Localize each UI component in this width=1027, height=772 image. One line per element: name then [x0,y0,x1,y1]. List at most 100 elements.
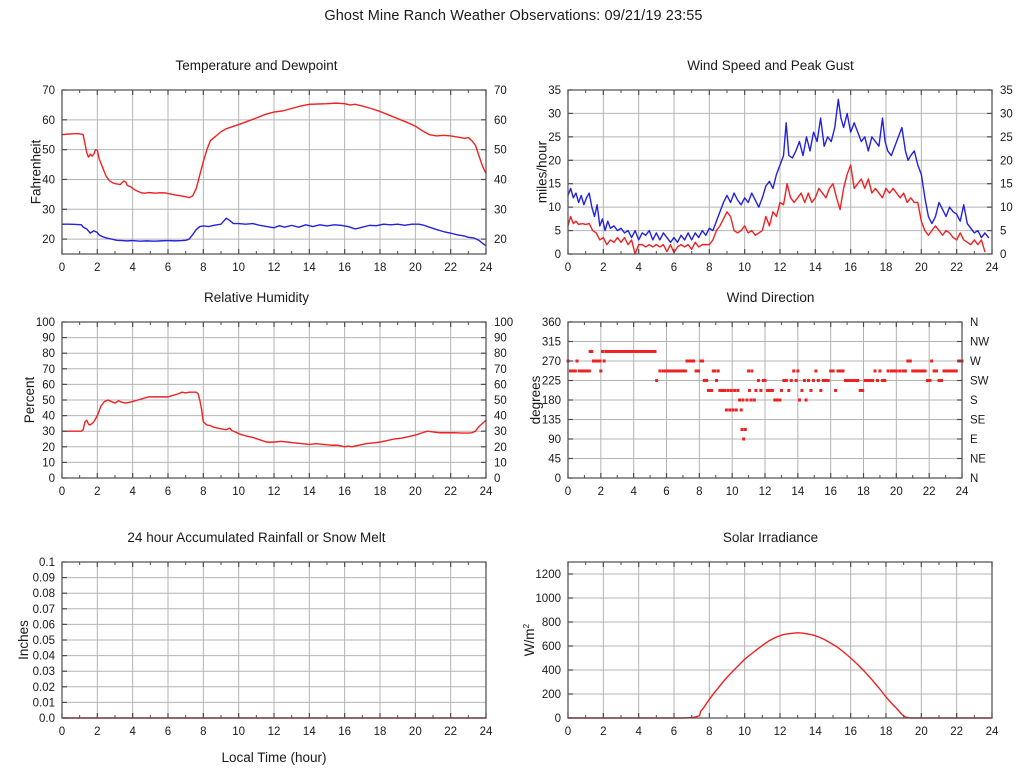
svg-text:0: 0 [555,473,561,485]
svg-text:0: 0 [565,486,571,498]
svg-text:8: 8 [706,726,712,738]
svg-text:22: 22 [444,486,457,498]
svg-text:10: 10 [738,726,751,738]
svg-text:50: 50 [494,145,507,157]
svg-text:225: 225 [542,376,561,388]
svg-text:270: 270 [542,356,561,368]
svg-text:18: 18 [374,726,387,738]
svg-text:18: 18 [857,486,870,498]
svg-text:315: 315 [542,337,561,349]
svg-text:Percent: Percent [22,376,37,423]
svg-text:6: 6 [165,262,171,274]
chart-title-accumulated-rainfall: 24 hour Accumulated Rainfall or Snow Mel… [127,530,386,545]
svg-text:70: 70 [42,364,55,376]
svg-text:20: 20 [548,155,561,167]
svg-text:16: 16 [824,486,837,498]
svg-text:0: 0 [59,262,65,274]
svg-text:10: 10 [232,262,245,274]
svg-text:14: 14 [303,486,316,498]
svg-text:20: 20 [409,262,422,274]
svg-text:miles/hour: miles/hour [534,140,549,203]
svg-text:18: 18 [880,262,893,274]
svg-text:2: 2 [600,262,606,274]
svg-text:100: 100 [494,317,513,329]
svg-text:W/m2: W/m2 [521,623,537,656]
svg-text:14: 14 [791,486,804,498]
svg-text:35: 35 [1000,85,1013,97]
svg-text:20: 20 [915,726,928,738]
chart-svg-accumulated-rainfall: 0.0 0.01 0.02 0.03 0.04 0.05 0.06 0.07 0.08 0.09 0… [16,557,493,765]
svg-text:0.04: 0.04 [33,651,56,663]
svg-text:0: 0 [49,473,55,485]
svg-text:10: 10 [232,486,245,498]
svg-text:5: 5 [1000,226,1006,238]
chart-panel-wind-speed-gust: Wind Speed and Peak Gust 0 5 10 15 20 25 30 35 0… [514,58,1027,288]
svg-text:16: 16 [844,726,857,738]
svg-text:SE: SE [970,415,986,427]
svg-text:8: 8 [200,486,206,498]
svg-text:10: 10 [1000,202,1013,214]
svg-text:12: 12 [774,726,787,738]
svg-text:16: 16 [338,262,351,274]
svg-text:degrees: degrees [528,375,543,424]
svg-text:0: 0 [494,473,500,485]
svg-text:10: 10 [232,726,245,738]
svg-text:N: N [970,317,978,329]
svg-text:30: 30 [494,204,507,216]
svg-text:16: 16 [844,262,857,274]
svg-text:135: 135 [542,415,561,427]
svg-text:18: 18 [374,262,387,274]
svg-text:360: 360 [542,317,561,329]
chart-panel-relative-humidity: Relative Humidity 0 10 20 30 40 50 60 70 80 90 100… [0,290,513,512]
svg-text:22: 22 [950,726,963,738]
svg-text:70: 70 [42,85,55,97]
svg-text:100: 100 [36,317,55,329]
svg-text:40: 40 [42,411,55,423]
svg-text:0.06: 0.06 [33,619,55,631]
svg-text:800: 800 [542,617,561,629]
svg-text:10: 10 [726,486,739,498]
svg-text:20: 20 [494,234,507,246]
svg-text:40: 40 [42,174,55,186]
svg-text:1200: 1200 [535,569,561,581]
svg-text:14: 14 [303,262,316,274]
chart-panel-temperature-dewpoint: Temperature and Dewpoint 20 30 40 50 60 70 20 3… [0,58,513,288]
chart-title-wind-direction: Wind Direction [726,290,815,305]
svg-text:10: 10 [548,202,561,214]
svg-text:12: 12 [268,486,281,498]
chart-title-relative-humidity: Relative Humidity [203,290,310,305]
svg-text:4: 4 [630,486,637,498]
svg-text:30: 30 [548,108,561,120]
svg-text:20: 20 [494,442,507,454]
svg-text:30: 30 [42,204,55,216]
svg-text:10: 10 [494,457,507,469]
svg-text:NW: NW [970,337,989,349]
svg-text:12: 12 [268,726,281,738]
svg-text:15: 15 [548,179,561,191]
svg-text:8: 8 [200,726,206,738]
svg-text:30: 30 [42,426,55,438]
chart-panel-solar-irradiance: Solar Irradiance 0 200 400 600 800 1000 1200 0 2… [514,530,1027,772]
svg-text:N: N [970,473,978,485]
svg-text:18: 18 [374,486,387,498]
svg-text:16: 16 [338,726,351,738]
svg-text:180: 180 [542,395,561,407]
svg-text:Local Time (hour): Local Time (hour) [221,750,326,765]
svg-text:60: 60 [494,379,507,391]
chart-panel-wind-direction: Wind Direction 0 45 90 135 180 225 270 315 360 N N… [514,290,1027,512]
svg-text:6: 6 [165,726,171,738]
svg-text:4: 4 [129,726,136,738]
svg-text:5: 5 [555,226,561,238]
svg-text:0: 0 [565,726,571,738]
svg-text:0.01: 0.01 [33,697,55,709]
svg-text:12: 12 [774,262,787,274]
svg-text:2: 2 [600,726,606,738]
svg-text:6: 6 [165,486,171,498]
svg-text:14: 14 [303,726,316,738]
svg-text:E: E [970,434,978,446]
svg-text:NE: NE [970,454,986,466]
svg-text:0: 0 [565,262,571,274]
svg-text:6: 6 [671,262,677,274]
